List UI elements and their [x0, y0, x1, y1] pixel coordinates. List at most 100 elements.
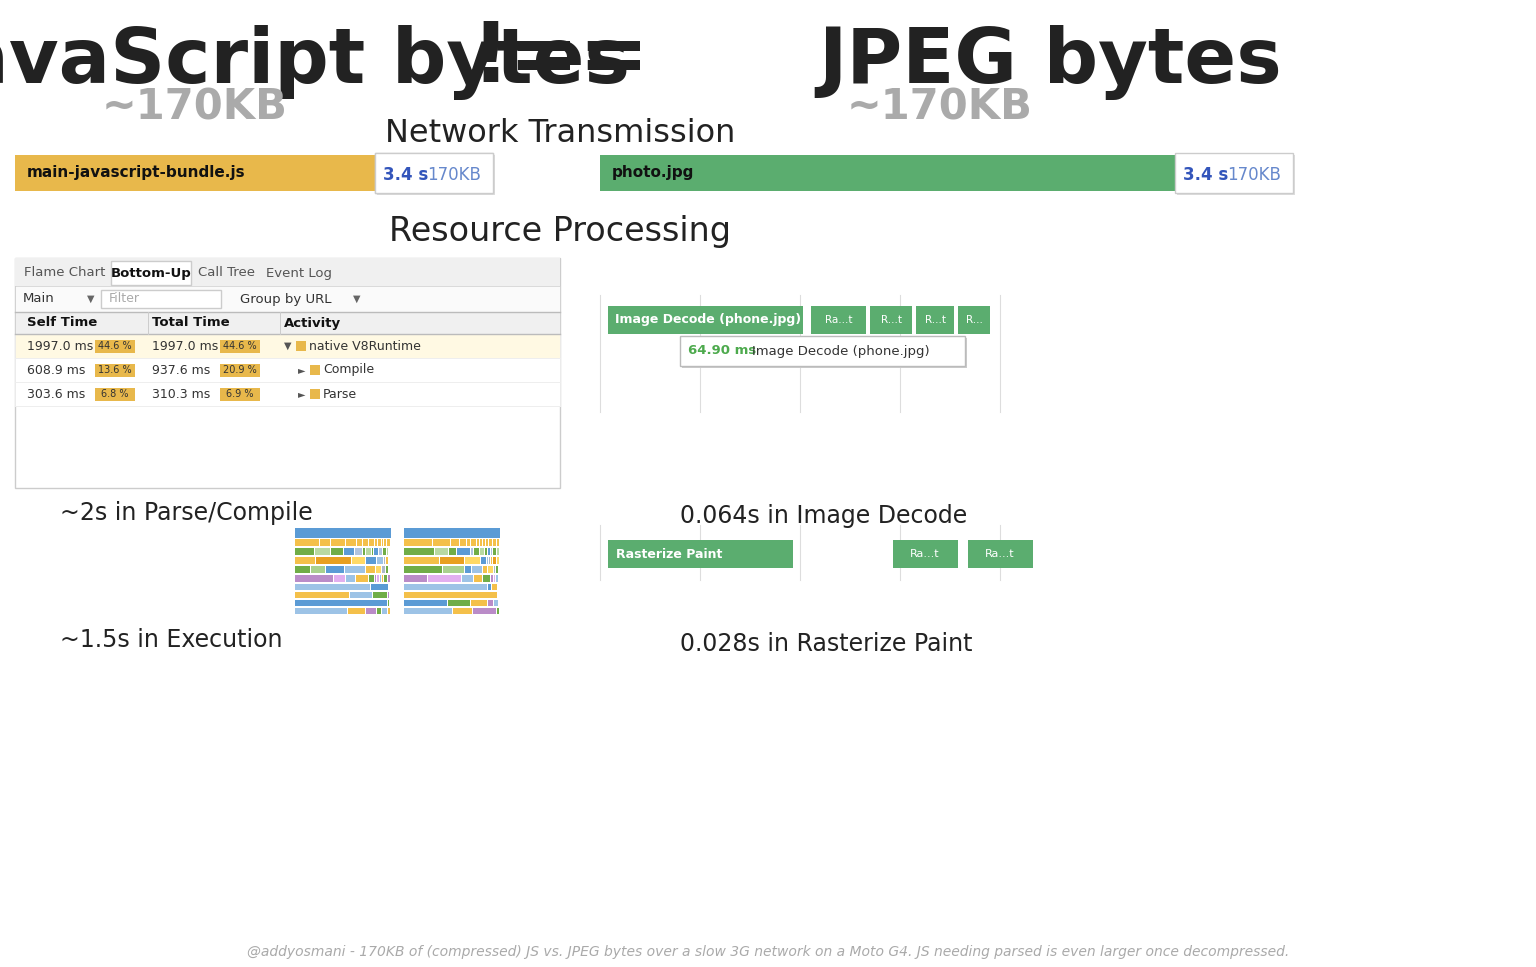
- Bar: [111, 261, 190, 285]
- Text: Resource Processing: Resource Processing: [389, 216, 731, 249]
- Bar: [473, 608, 496, 614]
- Text: Call Tree: Call Tree: [198, 267, 255, 279]
- Bar: [295, 566, 310, 573]
- Bar: [968, 540, 1034, 568]
- Bar: [15, 258, 561, 286]
- Bar: [220, 339, 260, 353]
- Bar: [498, 539, 499, 546]
- Bar: [462, 575, 473, 582]
- Text: JavaScript bytes: JavaScript bytes: [0, 24, 630, 100]
- Bar: [496, 575, 498, 582]
- Bar: [384, 539, 386, 546]
- Text: ~170KB: ~170KB: [101, 87, 287, 129]
- Bar: [682, 338, 968, 368]
- Bar: [295, 592, 349, 598]
- Bar: [95, 364, 135, 376]
- Bar: [372, 584, 389, 590]
- Bar: [384, 575, 387, 582]
- Bar: [375, 153, 493, 193]
- Bar: [493, 548, 496, 555]
- Text: 13.6 %: 13.6 %: [98, 365, 132, 375]
- Bar: [310, 389, 319, 399]
- Text: Image Decode (phone.jpg): Image Decode (phone.jpg): [753, 344, 929, 358]
- Bar: [433, 539, 450, 546]
- Bar: [493, 539, 496, 546]
- Bar: [404, 575, 427, 582]
- Bar: [488, 566, 493, 573]
- Bar: [15, 358, 561, 382]
- Bar: [346, 575, 355, 582]
- Bar: [375, 153, 493, 193]
- Bar: [680, 336, 965, 366]
- Bar: [472, 600, 487, 606]
- Bar: [608, 306, 803, 334]
- Text: ►: ►: [298, 365, 306, 375]
- Text: 64.90 ms: 64.90 ms: [688, 344, 756, 358]
- Bar: [472, 539, 476, 546]
- Text: 1997.0 ms: 1997.0 ms: [28, 339, 94, 353]
- Text: 0.064s in Image Decode: 0.064s in Image Decode: [680, 504, 968, 528]
- Bar: [479, 539, 482, 546]
- Bar: [485, 548, 487, 555]
- Bar: [295, 528, 392, 538]
- Bar: [429, 575, 461, 582]
- Text: R...t: R...t: [925, 315, 946, 325]
- Bar: [811, 306, 866, 334]
- Bar: [373, 548, 378, 555]
- Text: Ra...t: Ra...t: [911, 549, 940, 559]
- Bar: [362, 548, 366, 555]
- Bar: [453, 608, 472, 614]
- Bar: [346, 539, 356, 546]
- Bar: [356, 575, 369, 582]
- Bar: [379, 548, 382, 555]
- Bar: [467, 539, 470, 546]
- Bar: [333, 575, 346, 582]
- Text: Bottom-Up: Bottom-Up: [111, 267, 192, 279]
- Text: ~170KB: ~170KB: [846, 87, 1032, 129]
- Text: Compile: Compile: [323, 364, 375, 376]
- Bar: [488, 600, 493, 606]
- Text: Network Transmission: Network Transmission: [386, 118, 736, 149]
- Bar: [1175, 153, 1293, 193]
- Text: R...t: R...t: [880, 315, 902, 325]
- Bar: [472, 548, 473, 555]
- Bar: [326, 566, 344, 573]
- Bar: [458, 548, 470, 555]
- Bar: [319, 539, 330, 546]
- Text: 303.6 ms: 303.6 ms: [28, 388, 86, 400]
- Bar: [1177, 155, 1295, 195]
- Text: 6.8 %: 6.8 %: [101, 389, 129, 399]
- Text: 170KB: 170KB: [1227, 166, 1281, 184]
- Text: JPEG bytes: JPEG bytes: [819, 24, 1283, 100]
- Bar: [356, 539, 362, 546]
- Bar: [350, 592, 372, 598]
- Bar: [404, 592, 498, 598]
- Bar: [376, 566, 381, 573]
- Bar: [495, 600, 498, 606]
- Bar: [465, 557, 479, 564]
- Bar: [295, 608, 347, 614]
- Bar: [482, 566, 487, 573]
- Bar: [389, 608, 390, 614]
- Bar: [475, 575, 482, 582]
- Bar: [15, 334, 561, 358]
- Bar: [349, 608, 366, 614]
- Bar: [492, 584, 498, 590]
- Bar: [472, 566, 482, 573]
- Bar: [386, 566, 389, 573]
- Bar: [449, 600, 470, 606]
- Bar: [482, 539, 485, 546]
- Bar: [488, 548, 490, 555]
- Text: ▼: ▼: [284, 341, 292, 351]
- Bar: [15, 312, 561, 334]
- Text: 170KB: 170KB: [427, 166, 481, 184]
- Bar: [310, 365, 319, 375]
- Bar: [389, 575, 390, 582]
- Bar: [488, 584, 492, 590]
- Bar: [373, 592, 387, 598]
- Bar: [404, 584, 487, 590]
- Bar: [608, 540, 793, 568]
- Text: ~1.5s in Execution: ~1.5s in Execution: [60, 628, 283, 652]
- Bar: [376, 155, 495, 195]
- Text: ~2s in Parse/Compile: ~2s in Parse/Compile: [60, 501, 313, 525]
